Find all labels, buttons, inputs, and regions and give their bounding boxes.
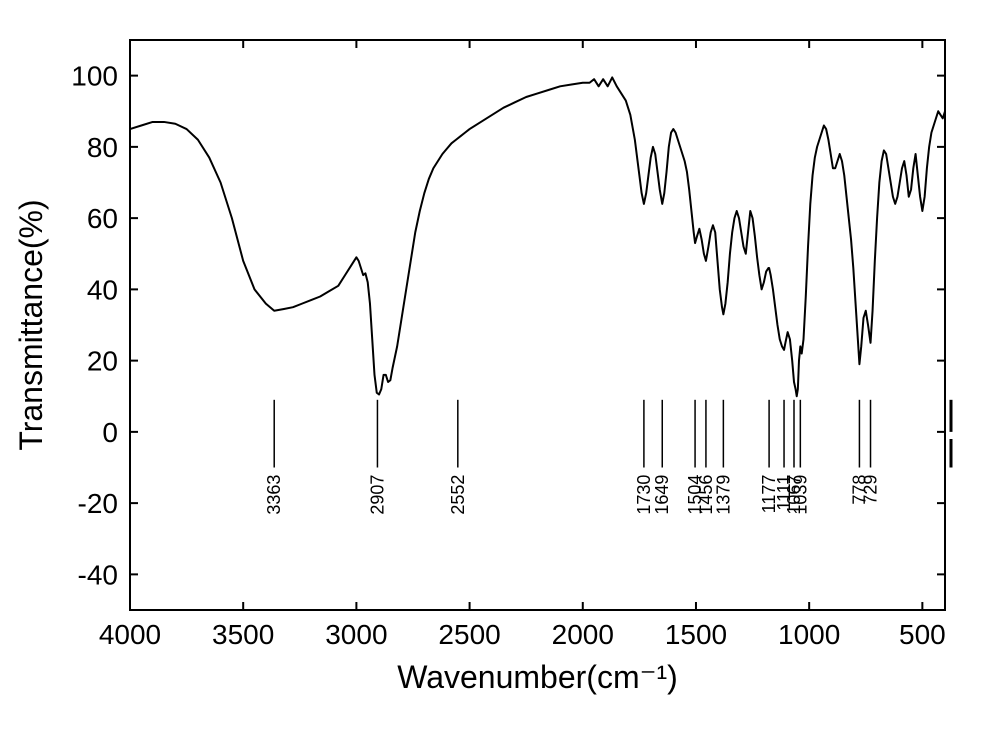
peak-label: 1039 [790,475,810,515]
peak-label: 1649 [652,475,672,515]
y-axis-title: Transmittance(%) [13,199,49,450]
ir-spectrum-chart: 4000 3500 3000 2500 2000 1500 1000 500 -40 -20 0 20… [0,0,1000,735]
y-tick-label: 0 [102,417,118,448]
chart-svg: 4000 3500 3000 2500 2000 1500 1000 500 -40 -20 0 20… [0,0,1000,735]
y-tick-label: 80 [87,132,118,163]
x-axis-title: Wavenumber(cm⁻¹) [397,659,678,695]
x-tick-label: 1000 [778,619,840,650]
peak-label: 2907 [367,475,387,515]
y-tick-label: 60 [87,203,118,234]
x-tick-label: 3000 [325,619,387,650]
y-tick-label: -20 [78,488,118,519]
x-tick-label: 4000 [99,619,161,650]
peak-label: 2552 [448,475,468,515]
x-tick-label: 3500 [212,619,274,650]
peak-label: 729 [861,475,881,505]
y-tick-label: 40 [87,274,118,305]
y-tick-label: 20 [87,346,118,377]
x-tick-label: 2000 [552,619,614,650]
y-tick-label: -40 [78,559,118,590]
peak-label: 1379 [713,475,733,515]
spectrum-line [130,77,945,396]
x-tick-label: 1500 [665,619,727,650]
x-tick-label: 500 [899,619,946,650]
y-tick-label: 100 [71,61,118,92]
peak-label: 3363 [264,475,284,515]
x-tick-label: 2500 [438,619,500,650]
plot-frame [130,40,945,610]
peak-label: 1730 [634,475,654,515]
